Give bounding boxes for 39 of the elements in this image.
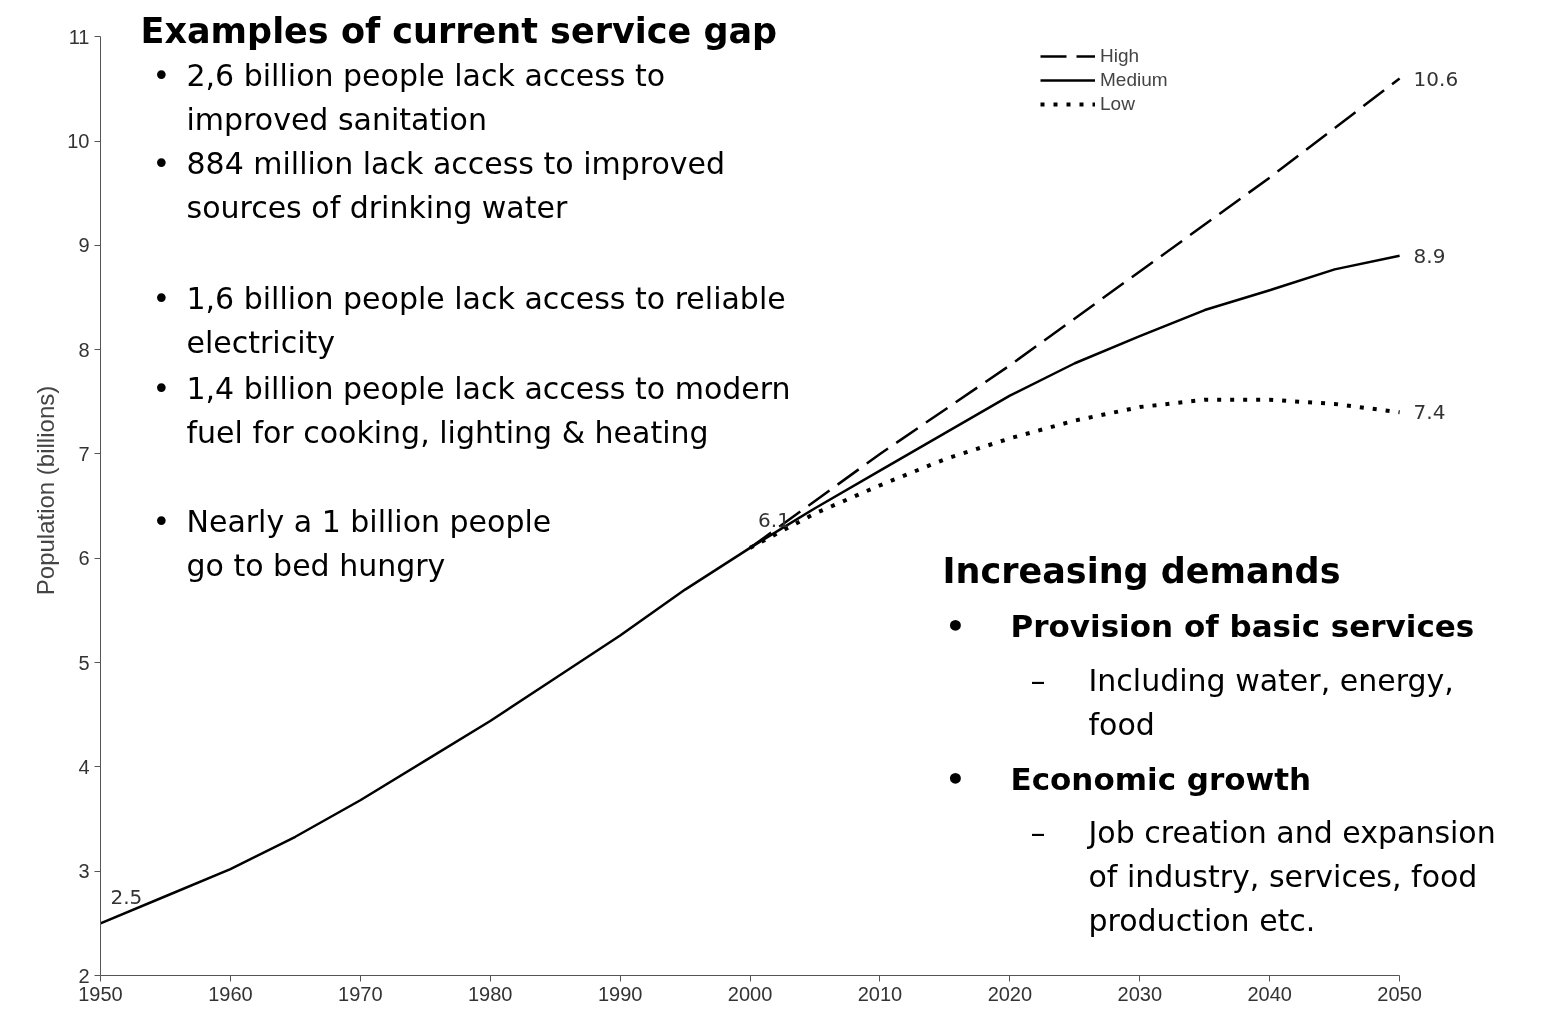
text: • Provision of basic services [945,607,1475,644]
annotation: • Nearly a 1 billion people go to bed hungry [152,504,552,583]
x-tick-label: 1980 [467,982,513,1005]
x-tick-label: 2040 [1247,982,1292,1005]
y-tick-label: 8 [78,338,90,361]
annotation: Examples of current service gap [140,10,778,51]
annotation: • 2,6 billion people lack access to improved sanitation [152,58,666,137]
annotation: 10.6 [1413,66,1459,91]
x-tick-label: 2000 [727,982,773,1005]
y-tick-label: 11 [68,25,90,48]
x-tick-label: 1970 [338,982,383,1005]
text: • Economic growth [945,760,1312,797]
x-tick-label: 1990 [597,982,643,1005]
x-tick-label: 2010 [857,982,903,1005]
legend-label: Medium [1100,69,1168,91]
annotation: 6.1 [758,507,790,532]
y-tick-label: 9 [78,234,90,257]
annotation: 2.5 [110,885,143,910]
legend-label: Low [1100,93,1135,115]
text: – Including water, energy, food [1030,663,1454,742]
y-tick-label: 3 [78,860,90,883]
annotation: • 1,6 billion people lack access to reliable electricity [152,281,786,360]
y-tick-label: 10 [67,130,90,153]
annotation: • 1,4 billion people lack access to modern fuel for cooking, lighting & heating [152,371,791,450]
y-tick-label: 7 [78,442,90,465]
annotation: 7.4 [1413,400,1446,425]
annotation: 8.9 [1413,243,1446,268]
y-tick-label: 5 [78,651,90,674]
y-axis-title: Population (billions) [32,385,60,596]
y-tick-label: 6 [78,547,90,570]
annotation: • 884 million lack access to improved sources of drinking water [152,146,726,225]
y-tick-label: 4 [78,755,90,778]
text: – Job creation and expansion of industry, services, food production etc. [1030,815,1496,938]
x-tick-label: 2050 [1377,982,1422,1005]
x-tick-label: 1960 [208,982,253,1005]
annotation: Increasing demands [942,550,1341,591]
x-tick-label: 2030 [1117,982,1163,1005]
legend-label: High [1100,45,1140,67]
x-tick-label: 2020 [987,982,1033,1005]
